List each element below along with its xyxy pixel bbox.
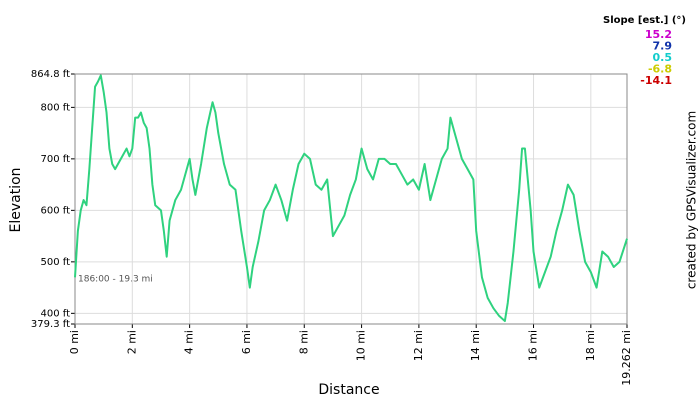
y-tick-label: 800 ft	[40, 102, 70, 113]
plot-frame	[74, 73, 628, 325]
x-tick-label: 16 mi	[527, 330, 540, 361]
legend-item: -6.8	[648, 63, 672, 76]
x-tick-label: 14 mi	[469, 330, 482, 361]
x-tick-label: 18 mi	[584, 330, 597, 361]
annotation: 186:00 - 19.3 mi	[78, 275, 153, 285]
y-tick-label: 864.8 ft	[31, 69, 70, 80]
y-tick-label: 600 ft	[40, 205, 70, 216]
y-tick-label: 500 ft	[40, 257, 70, 268]
y-tick-label: 400 ft	[40, 308, 70, 319]
legend-item: 0.5	[653, 51, 673, 64]
legend-item: -14.1	[640, 74, 672, 87]
x-tick-label: 19.262 mi	[620, 330, 633, 386]
legend-title: Slope [est.] (°)	[603, 15, 686, 26]
x-tick-label: 6 mi	[240, 330, 253, 354]
legend-item: 7.9	[653, 40, 673, 53]
credit: created by GPSVisualizer.com	[685, 111, 699, 289]
elevation-line	[74, 74, 628, 323]
x-axis-label: Distance	[318, 382, 379, 398]
y-tick-label: 379.3 ft	[31, 319, 70, 330]
y-axis-label: Elevation	[8, 167, 24, 232]
x-tick-label: 2 mi	[125, 330, 138, 354]
x-tick-label: 10 mi	[355, 330, 368, 361]
y-tick-label: 700 ft	[40, 154, 70, 165]
x-tick-label: 4 mi	[183, 330, 196, 354]
x-tick-label: 12 mi	[412, 330, 425, 361]
legend-item: 15.2	[645, 28, 672, 41]
x-tick-label: 8 mi	[297, 330, 310, 354]
x-tick-label: 0 mi	[68, 330, 81, 354]
